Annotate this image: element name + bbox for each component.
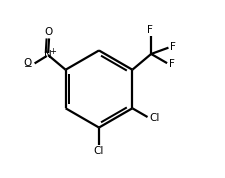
Text: N: N (44, 50, 52, 60)
Text: −: − (24, 62, 32, 72)
Text: F: F (147, 25, 153, 35)
Text: F: F (168, 59, 174, 69)
Text: F: F (169, 42, 175, 52)
Text: O: O (24, 58, 32, 68)
Text: O: O (44, 27, 52, 36)
Text: Cl: Cl (148, 113, 159, 123)
Text: +: + (49, 47, 56, 56)
Text: Cl: Cl (93, 146, 104, 156)
